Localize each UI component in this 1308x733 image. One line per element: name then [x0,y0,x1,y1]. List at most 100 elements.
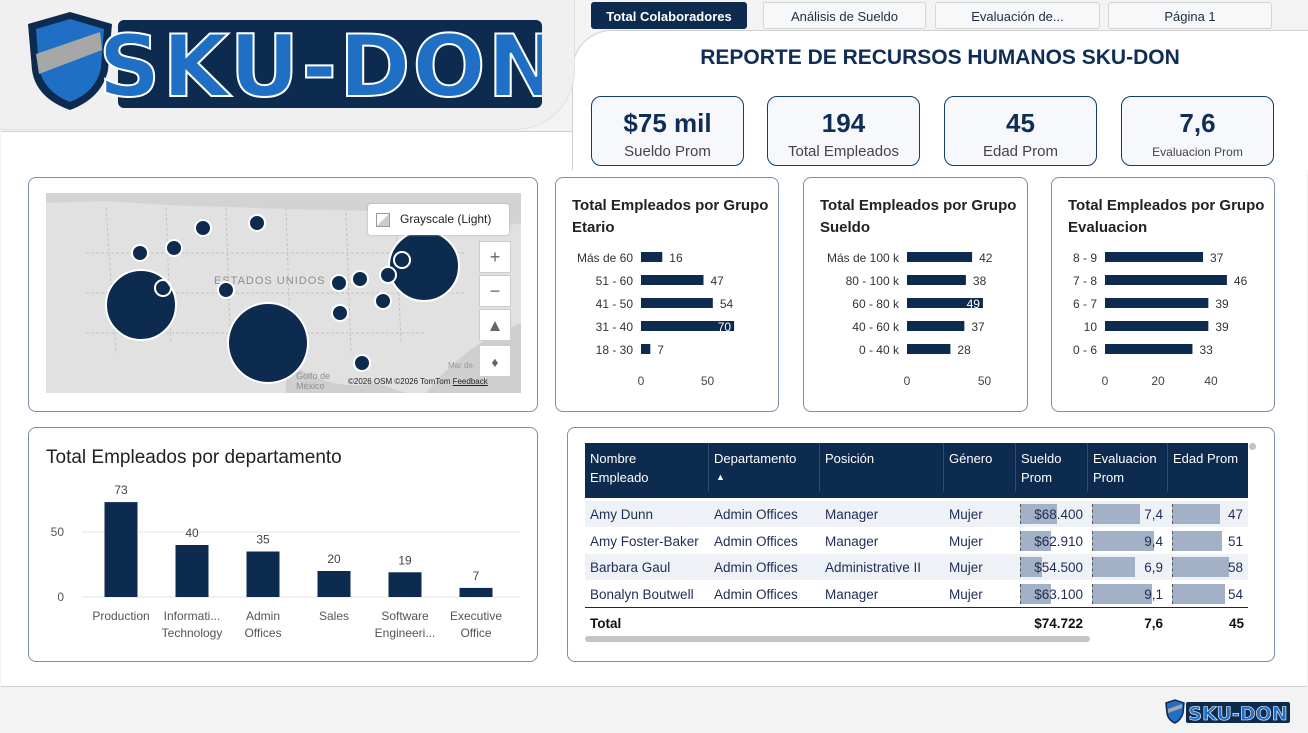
data-label: 73 [114,483,128,497]
map-bubble[interactable] [388,230,460,302]
horizontal-scrollbar[interactable] [585,636,1090,642]
chart-title: Total Empleados por departamento [46,447,342,468]
data-label: 16 [669,251,683,265]
bar[interactable] [1105,298,1209,308]
svg-text:SKU-DON: SKU-DON [1188,703,1287,725]
col-genero[interactable]: Género [944,443,1016,492]
header-text: Evaluacion [1093,451,1157,466]
data-bar [1172,530,1223,551]
bar[interactable] [317,571,351,597]
col-edad[interactable]: Edad Prom [1168,443,1248,492]
table-cell: 9,1 [1144,586,1163,602]
bar[interactable] [641,321,735,331]
data-bar [1172,557,1230,577]
col-nombre[interactable]: Nombre Empleado [585,443,709,492]
table-row[interactable]: Amy Foster-Baker Admin Offices Manager Muje… [585,527,1248,554]
bar[interactable] [388,572,422,597]
category-label: Technology [162,626,223,640]
chart-title: Total Empleados por Grupo Sueldo [820,197,1017,236]
map-bubble[interactable] [131,244,149,262]
map-bubble[interactable] [194,219,212,237]
category-label: 40 - 60 k [852,320,900,334]
bar[interactable] [907,275,966,285]
table-row[interactable]: Amy Dunn Admin Offices Manager Mujer $68.400… [585,501,1248,527]
map-visual[interactable]: ESTADOS UNIDOS Golfo de México Mar de Gr… [46,193,521,393]
table-row[interactable]: Bonalyn Boutwell Admin Offices Manager Muje… [585,580,1248,607]
map-bubble[interactable] [330,274,348,292]
kpi-value: 7,6 [1179,108,1216,138]
map-bubble[interactable] [217,281,235,299]
category-label: Office [460,626,491,640]
col-sueldo[interactable]: Sueldo Prom [1016,443,1088,492]
bar[interactable] [907,298,983,308]
bar[interactable] [907,252,973,262]
map-bubbles [105,214,460,384]
bar[interactable] [1105,252,1204,262]
bar[interactable] [175,545,209,597]
map-bubble[interactable] [227,302,309,384]
map-bubble[interactable] [331,304,349,322]
header-text: Nombre [590,451,637,466]
bar[interactable] [641,298,713,308]
map-style-label: Grayscale (Light) [400,212,492,226]
page-title: REPORTE DE RECURSOS HUMANOS SKU-DON [700,46,1180,69]
tab-total-colaboradores[interactable]: Total Colaboradores [591,2,747,29]
chart-card-etario [555,177,779,412]
map-bubble[interactable] [105,269,177,341]
tilt-button[interactable] [479,309,511,341]
tab-analisis-sueldo[interactable]: Análisis de Sueldo [763,2,926,29]
bar[interactable] [1105,275,1227,285]
map-bubble-selected[interactable] [154,279,172,297]
bar[interactable] [907,321,965,331]
bar[interactable] [1105,344,1193,354]
category-label: Engineeri... [375,626,436,640]
sort-asc-icon: ▲ [716,472,725,482]
map-bubble[interactable] [351,270,369,288]
table-cell: $54.500 [1034,560,1083,575]
category-label: Admin [246,609,280,623]
col-posicion[interactable]: Posición [820,443,944,492]
bar[interactable] [1105,321,1209,331]
zoom-in-button[interactable]: + [479,241,511,273]
footer-logo: SKU-DON [1165,699,1290,725]
bar[interactable] [641,275,704,285]
vertical-scrollbar[interactable] [1249,443,1256,450]
bar[interactable] [104,502,138,597]
bar[interactable] [246,551,280,598]
bar[interactable] [459,587,493,597]
map-bubble[interactable] [353,354,371,372]
table-cell: 9,4 [1144,533,1163,549]
map-bubble[interactable] [379,266,397,284]
data-label: 35 [256,533,270,547]
category-label: 51 - 60 [596,274,634,288]
zoom-out-button[interactable]: − [479,275,511,307]
tick-label: 50 [978,374,992,388]
compass-button[interactable]: ♦ [479,345,511,377]
bar[interactable] [641,252,663,262]
kpi-label: Edad Prom [982,143,1059,160]
tick-label: 0 [57,590,64,604]
feedback-link[interactable]: Feedback [452,377,488,386]
tab-evaluacion[interactable]: Evaluación de... [935,2,1100,29]
bar[interactable] [641,344,651,354]
kpi-value: 194 [821,108,866,138]
tab-pagina-1[interactable]: Página 1 [1108,2,1272,29]
data-bar [1020,557,1042,577]
data-label: 28 [957,343,971,357]
data-label: 42 [979,251,993,265]
map-bubble[interactable] [374,292,392,310]
map-style-icon [376,212,390,227]
col-departamento[interactable]: Departamento ▲ [709,443,820,492]
map-bubble[interactable] [248,214,266,232]
data-bar [1020,530,1051,551]
table-cell: 51 [1227,533,1243,549]
col-evaluacion[interactable]: Evaluacion Prom [1088,443,1168,492]
map-bubble-selected[interactable] [393,251,411,269]
category-label: 60 - 80 k [852,297,900,311]
table-row[interactable]: Barbara Gaul Admin Offices Administrative … [585,554,1248,580]
header-text: Posición [825,451,875,466]
map-gulf-label: Golfo de México [296,371,331,391]
bar[interactable] [907,344,951,354]
map-bubble[interactable] [165,239,183,257]
map-style-button[interactable]: Grayscale (Light) [368,204,509,235]
